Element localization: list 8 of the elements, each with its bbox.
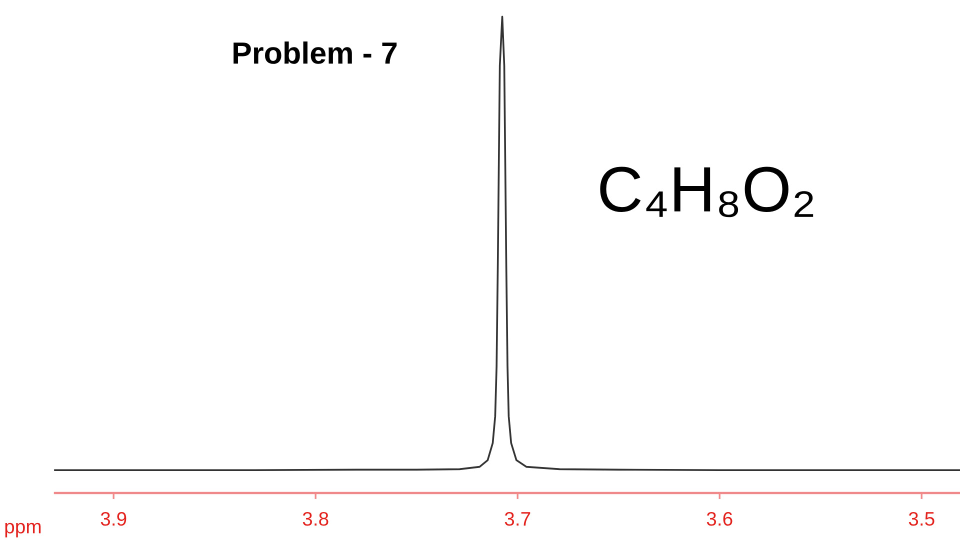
x-tick-label: 3.9 [100,512,126,526]
annotation: C₄H₈O₂ [600,166,814,218]
x-tick-label: 3.6 [706,512,732,526]
x-tick-label: 3.5 [908,512,934,526]
text: Problem - 7 [234,41,397,64]
x-tick-label: 3.8 [302,512,328,526]
x-tick-label: 3.7 [504,512,530,526]
x-axis-title: ppm [5,522,41,538]
